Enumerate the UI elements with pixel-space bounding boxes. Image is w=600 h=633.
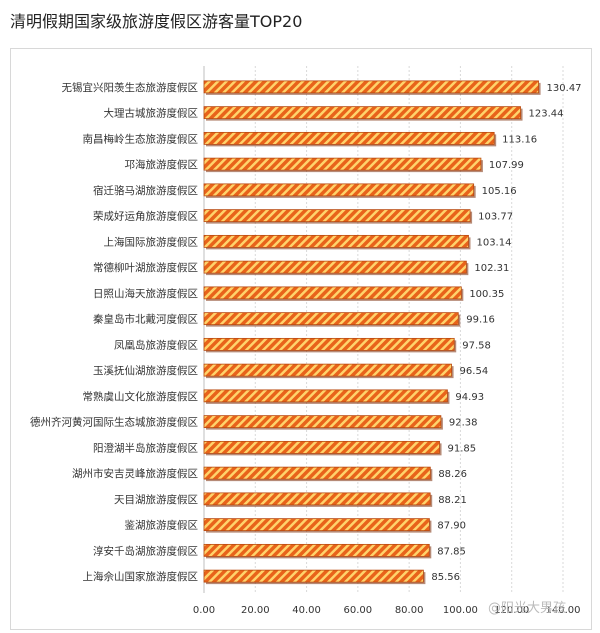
category-label: 天目湖旅游度假区 bbox=[114, 493, 198, 506]
x-tick-label: 120.00 bbox=[494, 605, 529, 616]
bar bbox=[203, 337, 455, 351]
bar bbox=[203, 286, 462, 300]
category-label: 阳澄湖半岛旅游度假区 bbox=[93, 441, 198, 454]
bar bbox=[203, 312, 459, 326]
bar bbox=[203, 569, 424, 583]
x-tick-label: 20.00 bbox=[241, 605, 270, 616]
bar bbox=[203, 131, 495, 145]
chart-title: 清明假期国家级旅游度假区游客量TOP20 bbox=[10, 12, 303, 31]
x-tick-label: 60.00 bbox=[344, 605, 373, 616]
bar bbox=[203, 80, 539, 94]
bar bbox=[203, 466, 431, 480]
category-label: 凤凰岛旅游度假区 bbox=[114, 338, 198, 351]
data-label: 97.58 bbox=[462, 340, 491, 351]
bar bbox=[203, 415, 442, 429]
x-tick-label: 0.00 bbox=[193, 605, 215, 616]
category-label: 德州齐河黄河国际生态城旅游度假区 bbox=[30, 416, 198, 429]
x-tick-label: 140.00 bbox=[546, 605, 581, 616]
bar bbox=[203, 183, 475, 197]
data-label: 85.56 bbox=[431, 572, 460, 583]
bar bbox=[203, 518, 430, 532]
x-tick-label: 80.00 bbox=[395, 605, 424, 616]
data-label: 107.99 bbox=[489, 160, 524, 171]
category-label: 荣成好运角旅游度假区 bbox=[93, 210, 198, 223]
bar bbox=[203, 260, 467, 274]
data-label: 87.85 bbox=[437, 546, 466, 557]
data-label: 88.26 bbox=[438, 469, 467, 480]
category-label: 湖州市安吉灵峰旅游度假区 bbox=[72, 467, 198, 480]
bar bbox=[203, 234, 469, 248]
category-label: 上海佘山国家旅游度假区 bbox=[83, 570, 199, 583]
data-label: 87.90 bbox=[437, 521, 466, 532]
data-label: 113.16 bbox=[502, 134, 537, 145]
category-label: 常德柳叶湖旅游度假区 bbox=[93, 261, 198, 274]
category-label: 宿迁骆马湖旅游度假区 bbox=[93, 184, 198, 197]
category-label: 日照山海天旅游度假区 bbox=[93, 287, 198, 300]
bar bbox=[203, 157, 482, 171]
category-label: 玉溪抚仙湖旅游度假区 bbox=[93, 364, 198, 377]
category-label: 秦皇岛市北戴河度假区 bbox=[93, 313, 198, 326]
bar bbox=[203, 209, 471, 223]
category-label: 上海国际旅游度假区 bbox=[104, 235, 199, 248]
bar bbox=[203, 363, 452, 377]
data-label: 103.77 bbox=[478, 212, 513, 223]
data-label: 88.21 bbox=[438, 495, 467, 506]
data-label: 94.93 bbox=[455, 392, 484, 403]
category-label: 淳安千岛湖旅游度假区 bbox=[93, 544, 198, 557]
data-label: 91.85 bbox=[448, 443, 477, 454]
bar bbox=[203, 440, 440, 454]
category-label: 常熟虞山文化旅游度假区 bbox=[83, 390, 199, 403]
bar bbox=[203, 492, 431, 506]
category-label: 大理古城旅游度假区 bbox=[104, 107, 199, 120]
data-label: 96.54 bbox=[460, 366, 489, 377]
data-label: 105.16 bbox=[482, 186, 517, 197]
bar bbox=[203, 543, 430, 557]
x-tick-label: 40.00 bbox=[292, 605, 321, 616]
x-tick-label: 100.00 bbox=[443, 605, 478, 616]
bar bbox=[203, 389, 448, 403]
data-label: 123.44 bbox=[529, 109, 564, 120]
category-label: 南昌梅岭生态旅游度假区 bbox=[83, 132, 199, 145]
bar-chart: 0.00 20.00 40.00 60.00 80.00 100.00 120.00 140.… bbox=[30, 66, 582, 616]
data-label: 130.47 bbox=[547, 83, 582, 94]
data-label: 103.14 bbox=[476, 237, 511, 248]
data-label: 99.16 bbox=[466, 315, 495, 326]
chart-area: 0.00 20.00 40.00 60.00 80.00 100.00 120.00 140.… bbox=[10, 48, 592, 630]
data-label: 92.38 bbox=[449, 418, 478, 429]
category-label: 无锡宜兴阳羡生态旅游度假区 bbox=[62, 81, 199, 94]
category-label: 邛海旅游度假区 bbox=[125, 158, 199, 171]
bar bbox=[203, 106, 521, 120]
data-label: 102.31 bbox=[474, 263, 509, 274]
category-label: 鉴湖旅游度假区 bbox=[125, 519, 199, 532]
data-label: 100.35 bbox=[469, 289, 504, 300]
watermark: @阳光大男孩 bbox=[488, 601, 567, 616]
